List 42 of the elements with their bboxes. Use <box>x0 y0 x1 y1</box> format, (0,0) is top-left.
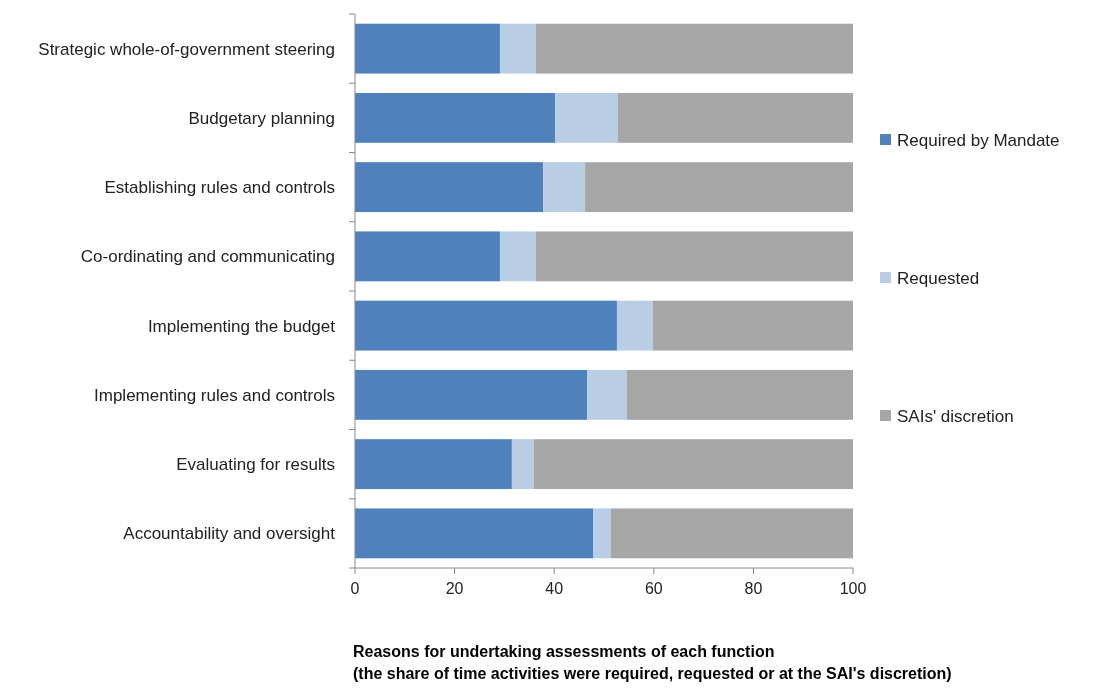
bar <box>355 439 512 490</box>
bar <box>593 508 611 559</box>
bar <box>355 92 556 143</box>
x-tick-label: 100 <box>839 580 867 597</box>
legend-label: Required by Mandate <box>897 130 1060 150</box>
y-tick-label: Implementing rules and controls <box>94 385 335 405</box>
bar <box>511 439 534 490</box>
y-tick-label: Budgetary planning <box>188 108 335 128</box>
y-tick-label: Implementing the budget <box>147 316 336 336</box>
y-tick-label: Strategic whole-of-government steering <box>38 39 335 59</box>
bar <box>355 162 544 213</box>
bar <box>355 508 594 559</box>
bar <box>355 300 617 351</box>
bar <box>610 508 853 559</box>
bar <box>585 162 853 213</box>
x-tick-label: 0 <box>350 580 360 597</box>
bar <box>535 231 853 282</box>
bar <box>355 369 588 420</box>
bar <box>555 92 618 143</box>
x-tick-label: 40 <box>545 580 564 597</box>
x-axis-title: Reasons for undertaking assessments of each function (the share of time activities were required, requested or at the SAI's discretion) <box>353 643 952 682</box>
bar <box>626 369 853 420</box>
y-tick-label: Co-ordinating and communicating <box>80 247 335 267</box>
bar <box>616 300 653 351</box>
bar <box>652 300 853 351</box>
bar <box>535 23 853 74</box>
bar <box>543 162 586 213</box>
bar <box>499 23 536 74</box>
bar <box>533 439 853 490</box>
x-tick-label: 60 <box>644 580 663 597</box>
bar <box>617 92 853 143</box>
x-tick-label: 20 <box>445 580 464 597</box>
y-tick-label: Evaluating for results <box>176 455 335 475</box>
bar <box>355 231 500 282</box>
y-tick-label: Accountability and oversight <box>123 524 336 544</box>
bar <box>587 369 627 420</box>
bar <box>355 23 500 74</box>
legend-label: Requested <box>897 268 980 288</box>
x-tick-label: 80 <box>744 580 763 597</box>
y-tick-label: Establishing rules and controls <box>104 178 335 198</box>
bar <box>499 231 536 282</box>
legend-label: SAIs' discretion <box>897 406 1014 426</box>
